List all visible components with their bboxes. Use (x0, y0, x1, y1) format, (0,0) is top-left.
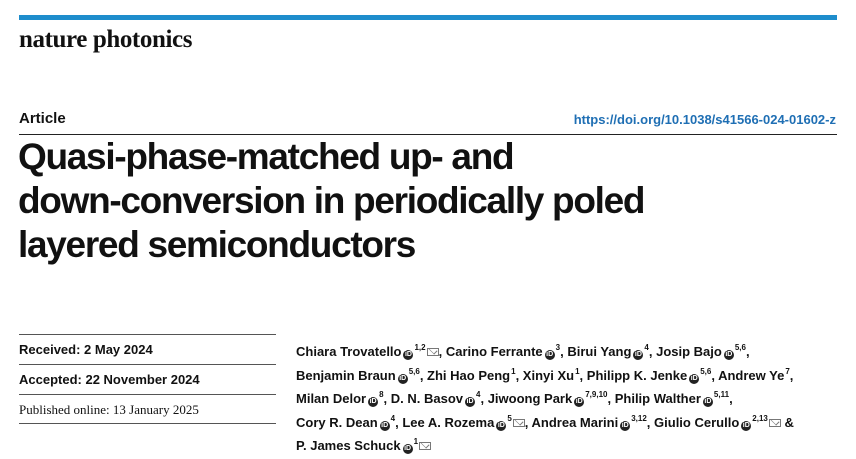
affiliation-mark[interactable]: 1 (575, 366, 580, 376)
orcid-icon[interactable]: iD (689, 373, 700, 384)
author-name[interactable]: Benjamin Braun (296, 367, 396, 383)
affiliation-mark[interactable]: 4 (476, 390, 481, 399)
orcid-icon[interactable]: iD (702, 397, 713, 407)
publication-dates: Received: 2 May 2024 Accepted: 22 Novemb… (19, 334, 276, 424)
affiliation-mark[interactable]: 2,13 (752, 413, 768, 423)
author-name[interactable]: Xinyi Xu (522, 367, 575, 383)
author-name[interactable]: Philipp K. Jenke (586, 367, 688, 383)
affiliation-mark[interactable]: 7 (785, 366, 790, 376)
affiliation-mark[interactable]: 8 (379, 390, 384, 399)
affiliation-mark[interactable]: 5,6 (700, 366, 712, 376)
affiliation-mark[interactable]: 3 (555, 343, 561, 352)
affiliation-mark[interactable]: 1,2 (414, 343, 426, 352)
author-name[interactable]: Zhi Hao Peng (427, 367, 511, 383)
author-name[interactable]: Josip Bajo (656, 344, 722, 359)
orcid-icon[interactable]: iD (402, 444, 413, 454)
affiliation-mark[interactable]: 4 (390, 413, 396, 423)
affiliation-mark[interactable]: 1 (511, 366, 516, 376)
email-icon[interactable] (419, 442, 432, 450)
title-line: layered semiconductors (18, 224, 416, 265)
published-date: Published online: 13 January 2025 (19, 394, 276, 424)
header-divider (19, 134, 837, 135)
affiliation-mark[interactable]: 4 (644, 343, 649, 352)
author-name[interactable]: Birui Yang (567, 344, 632, 359)
author-name[interactable]: Philip Walther (614, 391, 701, 406)
journal-accent-bar (19, 15, 837, 20)
orcid-icon[interactable]: iD (574, 397, 585, 407)
affiliation-mark[interactable]: 5,11 (713, 390, 730, 399)
author-name[interactable]: P. James Schuck (296, 438, 401, 453)
author-name[interactable]: D. N. Basov (390, 391, 464, 406)
orcid-icon[interactable]: iD (379, 420, 390, 431)
orcid-icon[interactable]: iD (723, 350, 734, 360)
orcid-icon[interactable]: iD (403, 350, 414, 360)
author-name[interactable]: Milan Delor (296, 391, 367, 406)
affiliation-mark[interactable]: 5,6 (734, 343, 746, 352)
doi-link[interactable]: https://doi.org/10.1038/s41566-024-01602… (573, 112, 836, 127)
article-title: Quasi-phase-matched up- and down-convers… (18, 135, 838, 267)
author-line: Milan Delor iD8, D. N. Basov iD4, Jiwoong … (296, 390, 733, 407)
email-icon[interactable] (426, 348, 439, 356)
orcid-icon[interactable]: iD (397, 373, 408, 384)
author-name[interactable]: Lee A. Rozema (402, 414, 495, 430)
accepted-date: Accepted: 22 November 2024 (19, 364, 276, 394)
article-type: Article (19, 110, 66, 127)
title-line: Quasi-phase-matched up- and (18, 136, 515, 177)
orcid-icon[interactable]: iD (544, 350, 555, 360)
email-icon[interactable] (768, 418, 781, 427)
affiliation-mark[interactable]: 5,6 (408, 366, 420, 376)
email-icon[interactable] (512, 418, 525, 427)
received-date: Received: 2 May 2024 (19, 334, 276, 364)
author-name[interactable]: Andrew Ye (718, 367, 785, 383)
affiliation-mark[interactable]: 7,9,10 (585, 390, 608, 399)
orcid-icon[interactable]: iD (368, 397, 379, 407)
orcid-icon[interactable]: iD (633, 350, 644, 360)
author-line: Chiara Trovatello iD1,2, Carino Ferrante i… (296, 343, 750, 360)
author-name[interactable]: Giulio Cerullo (654, 414, 740, 430)
affiliation-mark[interactable]: 1 (413, 437, 419, 446)
affiliation-mark[interactable]: 5 (507, 413, 512, 423)
orcid-icon[interactable]: iD (465, 397, 476, 407)
author-name[interactable]: Carino Ferrante (445, 344, 543, 359)
journal-name[interactable]: nature photonics (19, 26, 193, 53)
author-name[interactable]: Chiara Trovatello (296, 344, 402, 359)
author-list: Chiara Trovatello iD1,2, Carino Ferrante i… (296, 338, 841, 456)
author-name[interactable]: Cory R. Dean (296, 414, 378, 430)
title-line: down-conversion in periodically poled (18, 180, 646, 221)
author-line: Cory R. Dean iD4, Lee A. Rozema iD5, Andre… (296, 413, 794, 431)
author-line: Benjamin Braun iD5,6, Zhi Hao Peng1, Xiny… (296, 366, 794, 384)
author-name[interactable]: Jiwoong Park (487, 391, 573, 406)
orcid-icon[interactable]: iD (620, 420, 631, 431)
orcid-icon[interactable]: iD (741, 420, 752, 431)
affiliation-mark[interactable]: 3,12 (631, 413, 647, 423)
orcid-icon[interactable]: iD (496, 420, 507, 431)
author-name[interactable]: Andrea Marini (531, 414, 619, 430)
author-line: P. James Schuck iD1 (296, 432, 841, 456)
